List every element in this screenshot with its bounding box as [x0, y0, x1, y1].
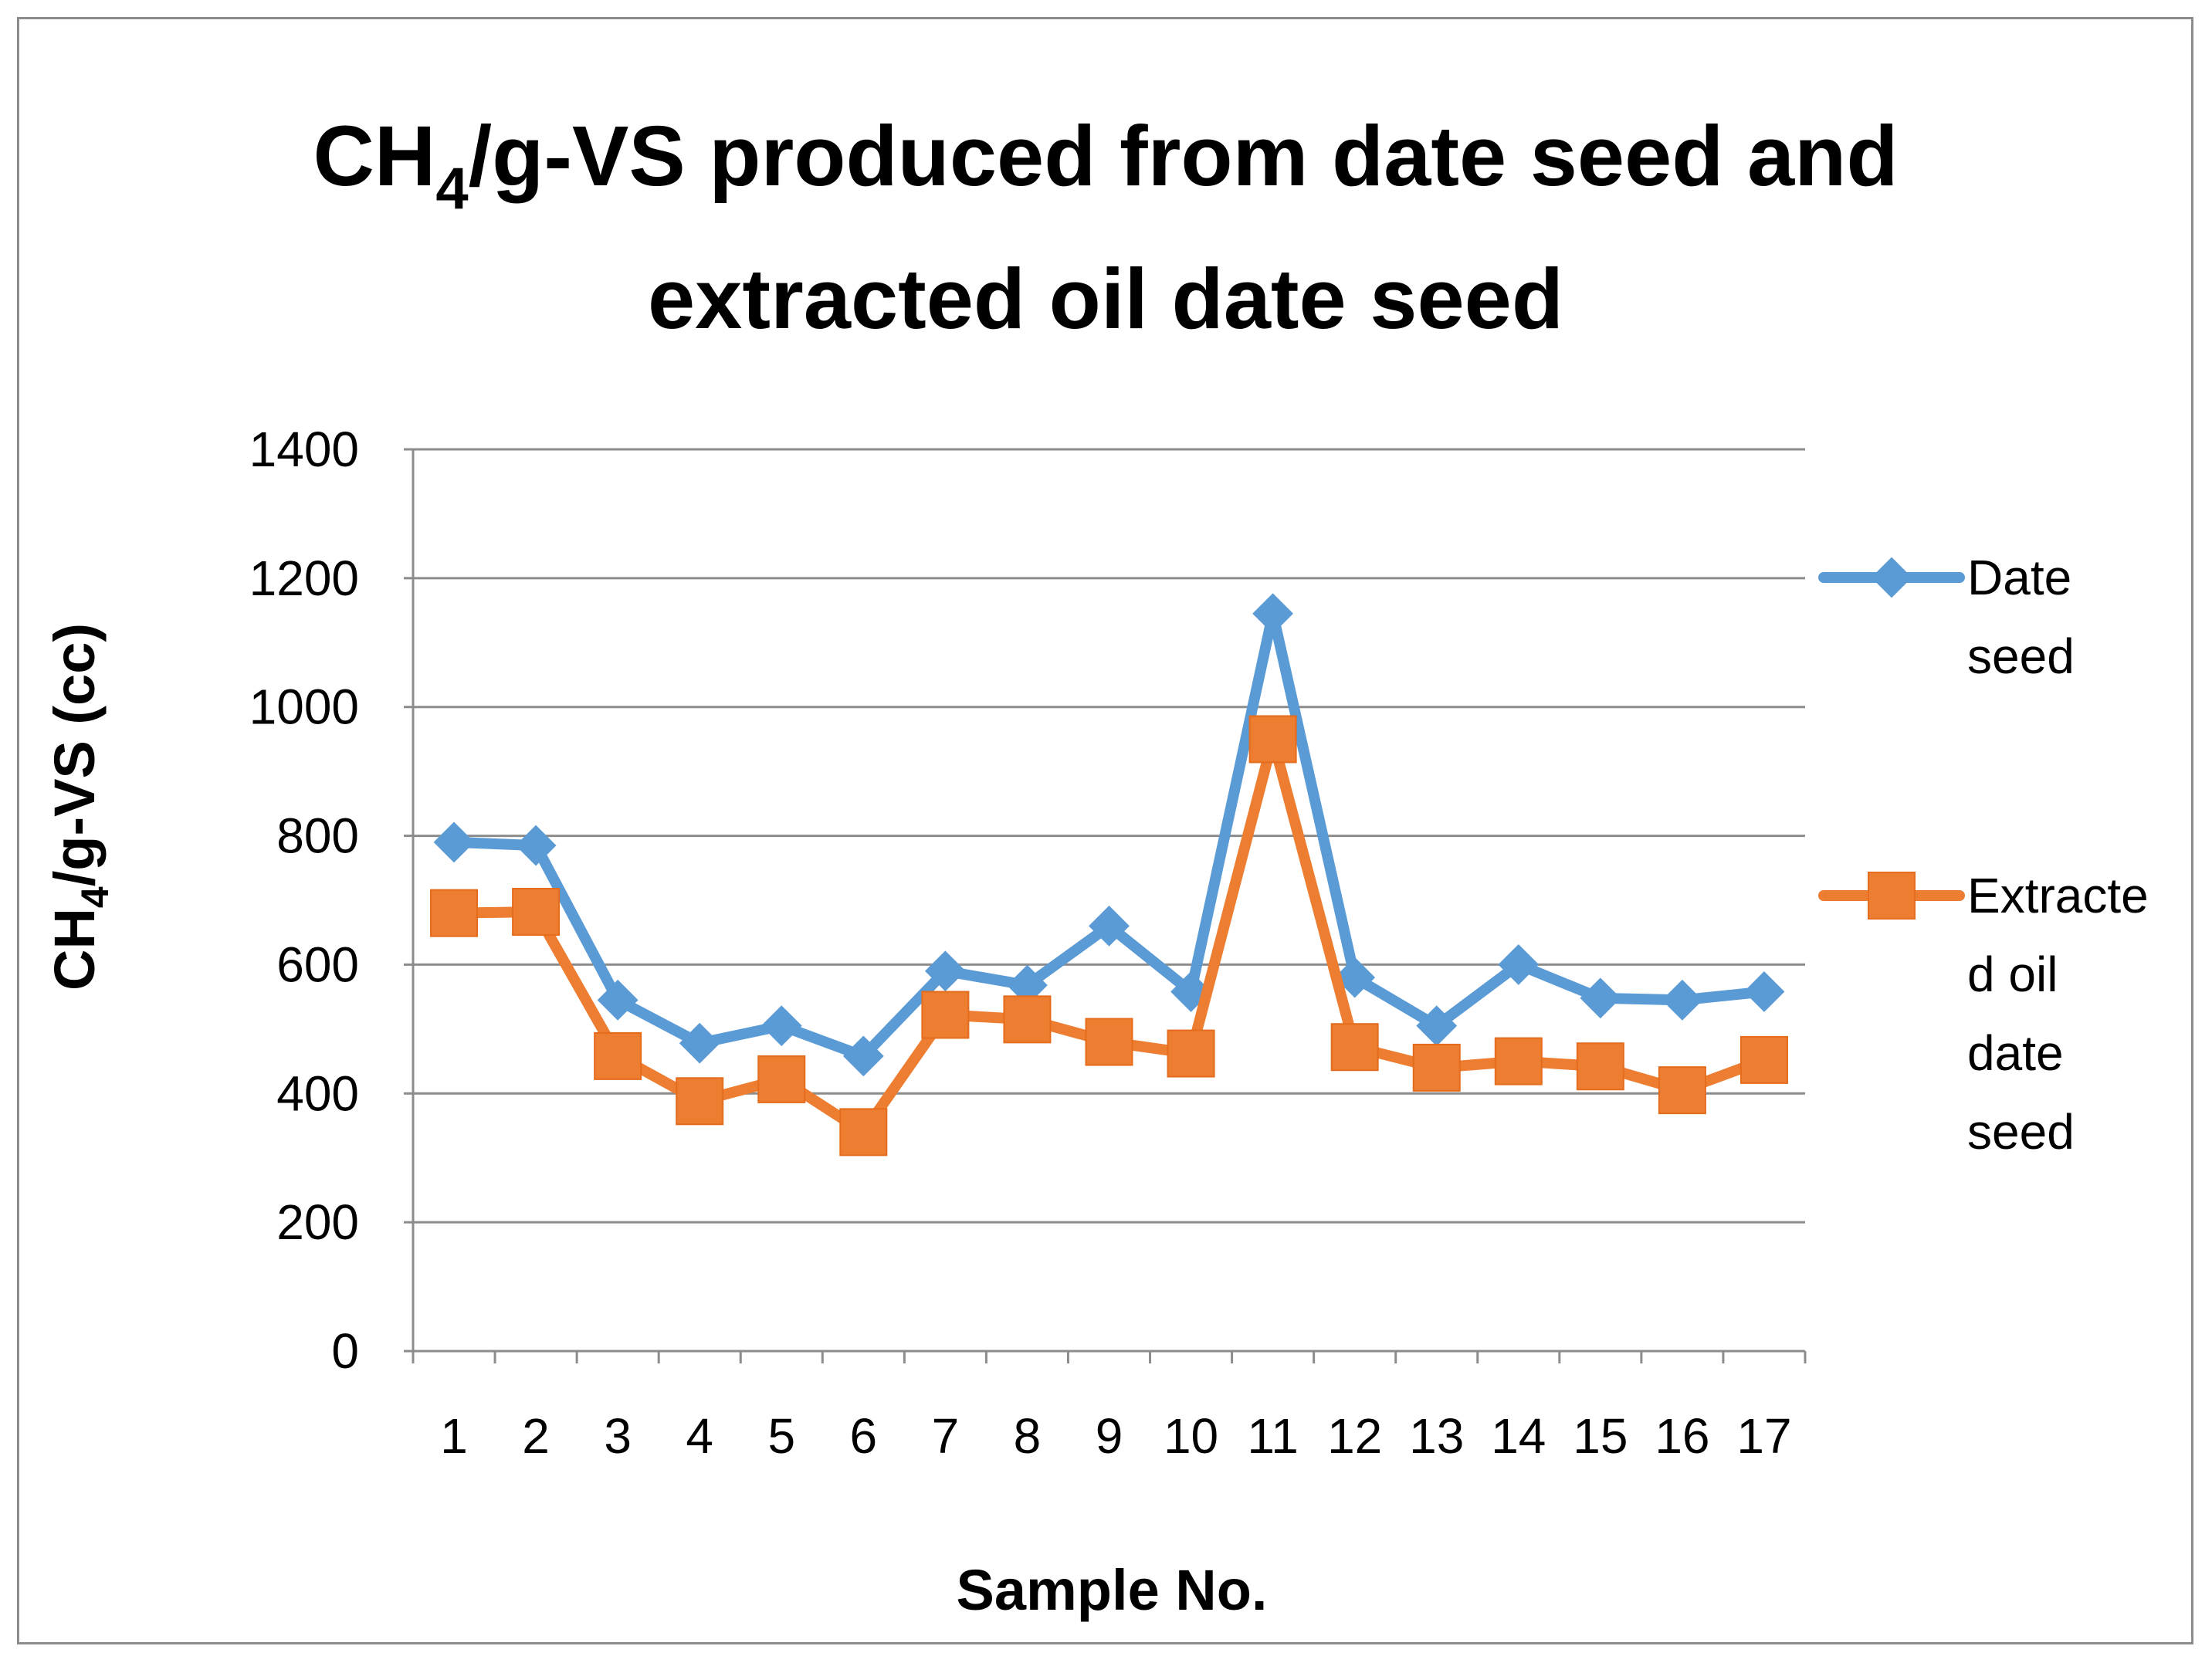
x-tick-label: 10 — [1164, 1408, 1218, 1464]
chart-title-line2: extracted oil date seed — [648, 252, 1563, 347]
x-tick-label: 16 — [1655, 1408, 1709, 1464]
data-point-diamond — [842, 1035, 884, 1077]
data-point-square — [921, 991, 970, 1039]
x-tick-label: 15 — [1573, 1408, 1628, 1464]
data-point-square — [1412, 1043, 1461, 1092]
y-tick-label: 0 — [331, 1323, 359, 1379]
data-point-square — [1739, 1035, 1788, 1084]
legend-label: Extracte — [1967, 868, 2149, 923]
data-point-square — [1330, 1023, 1379, 1072]
x-tick-label: 9 — [1096, 1408, 1123, 1464]
data-point-diamond — [1498, 944, 1540, 985]
x-tick-label: 17 — [1736, 1408, 1791, 1464]
data-point-diamond — [1334, 957, 1376, 998]
data-point-diamond — [1252, 593, 1294, 635]
y-tick-label: 1000 — [249, 679, 359, 735]
x-tick-label: 13 — [1409, 1408, 1464, 1464]
data-point-square — [512, 888, 561, 936]
axes — [404, 448, 1807, 1363]
legend-label: Date — [1967, 550, 2071, 605]
legend-label: date — [1967, 1025, 2064, 1081]
series-extracted-oil-date-seed — [430, 715, 1788, 1157]
y-tick-label: 1400 — [249, 422, 359, 477]
x-tick-label: 5 — [767, 1408, 795, 1464]
x-tick-label: 14 — [1491, 1408, 1546, 1464]
data-point-diamond — [679, 1022, 720, 1064]
data-point-diamond — [515, 825, 557, 866]
legend-item: Date seed — [1818, 550, 2075, 684]
data-point-diamond — [433, 821, 475, 863]
series — [430, 593, 1788, 1157]
data-point-diamond — [1089, 905, 1130, 947]
y-tick-label: 1200 — [249, 550, 359, 606]
x-tick-label: 4 — [686, 1408, 713, 1464]
x-tick-label: 6 — [850, 1408, 878, 1464]
x-tick-label: 8 — [1014, 1408, 1042, 1464]
data-point-square — [1494, 1037, 1543, 1086]
data-point-square — [757, 1055, 806, 1103]
x-tick-label: 7 — [932, 1408, 960, 1464]
x-tick-label: 3 — [604, 1408, 632, 1464]
legend-square-marker — [1868, 872, 1916, 920]
y-tick-label: 200 — [276, 1194, 359, 1250]
legend-item: Extracte d oil date seed — [1818, 868, 2149, 1160]
legend-label: seed — [1967, 628, 2075, 684]
data-point-square — [1576, 1042, 1624, 1091]
y-tick-labels: 0 200 400 600 800 1000 1200 1400 — [249, 422, 359, 1379]
data-point-square — [1003, 995, 1052, 1044]
x-tick-label: 1 — [440, 1408, 468, 1464]
data-point-square — [1085, 1018, 1133, 1066]
y-tick-label: 800 — [276, 808, 359, 864]
data-point-square — [594, 1031, 642, 1080]
gridlines — [413, 448, 1805, 1224]
y-tick-label: 400 — [276, 1065, 359, 1121]
x-tick-label: 12 — [1327, 1408, 1382, 1464]
x-tick-label: 11 — [1247, 1408, 1298, 1464]
data-point-diamond — [1662, 979, 1703, 1021]
data-point-diamond — [1743, 971, 1785, 1012]
data-point-square — [1658, 1066, 1706, 1115]
data-point-diamond — [1580, 977, 1621, 1019]
data-point-diamond — [597, 979, 639, 1021]
y-axis-title: CH4/g-VS (cc) — [42, 623, 117, 991]
legend: Date seed Extracte d oil date seed — [1818, 550, 2149, 1160]
x-axis-title: Sample No. — [957, 1558, 1268, 1622]
x-tick-label: 2 — [522, 1408, 550, 1464]
data-point-square — [430, 889, 479, 937]
data-point-square — [839, 1108, 888, 1157]
data-point-square — [1248, 715, 1297, 764]
x-tick-labels: 1 2 3 4 5 6 7 8 9 10 11 12 13 14 15 16 17 — [440, 1408, 1791, 1464]
y-tick-label: 600 — [276, 936, 359, 992]
data-point-diamond — [924, 950, 966, 992]
chart-title-line1: CH4/g-VS produced from date seed and — [313, 109, 1898, 222]
legend-label: d oil — [1967, 947, 2058, 1002]
legend-diamond-marker — [1871, 557, 1912, 598]
legend-label: seed — [1967, 1104, 2075, 1160]
chart-frame — [17, 17, 2193, 1644]
data-point-diamond — [760, 1005, 802, 1047]
data-point-square — [1167, 1029, 1215, 1078]
data-point-square — [676, 1077, 724, 1126]
